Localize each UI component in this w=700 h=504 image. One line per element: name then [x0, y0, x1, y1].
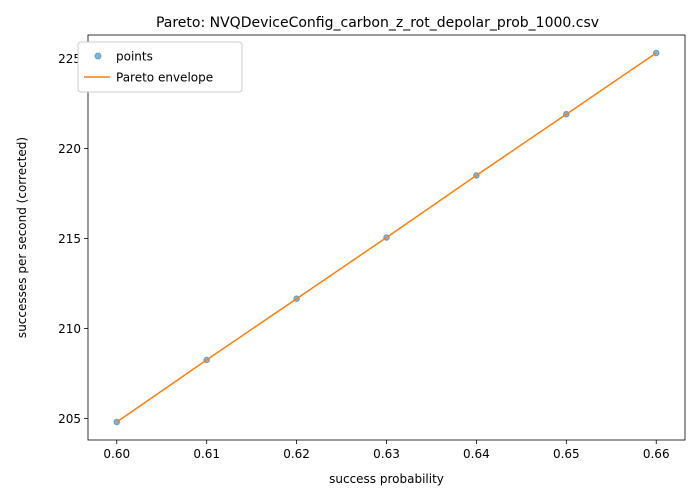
x-tick-label: 0.64: [463, 447, 490, 461]
y-tick-label: 225: [58, 52, 81, 66]
chart-title: Pareto: NVQDeviceConfig_carbon_z_rot_dep…: [156, 15, 599, 31]
x-tick-label: 0.62: [283, 447, 310, 461]
pareto-envelope-line: [116, 52, 657, 423]
legend-points-label: points: [116, 50, 153, 64]
x-tick-label: 0.63: [373, 447, 400, 461]
y-axis-label: successes per second (corrected): [15, 137, 29, 338]
y-tick-label: 210: [58, 322, 81, 336]
plot-area: [113, 49, 660, 426]
x-tick-label: 0.66: [643, 447, 670, 461]
legend-points-marker: [94, 52, 102, 60]
legend-box: [77, 41, 243, 93]
legend: points Pareto envelope: [77, 41, 243, 93]
y-axis-ticks: 205 210 215 220 225: [58, 52, 88, 426]
y-tick-label: 215: [58, 232, 81, 246]
legend-envelope-label: Pareto envelope: [116, 71, 213, 85]
y-tick-label: 205: [58, 412, 81, 426]
x-axis-label: success probability: [329, 472, 444, 486]
x-tick-label: 0.65: [553, 447, 580, 461]
x-axis-ticks: 0.60 0.61 0.62 0.63 0.64 0.65 0.66: [103, 440, 670, 461]
x-tick-label: 0.60: [103, 447, 130, 461]
x-tick-label: 0.61: [193, 447, 220, 461]
y-tick-label: 220: [58, 142, 81, 156]
